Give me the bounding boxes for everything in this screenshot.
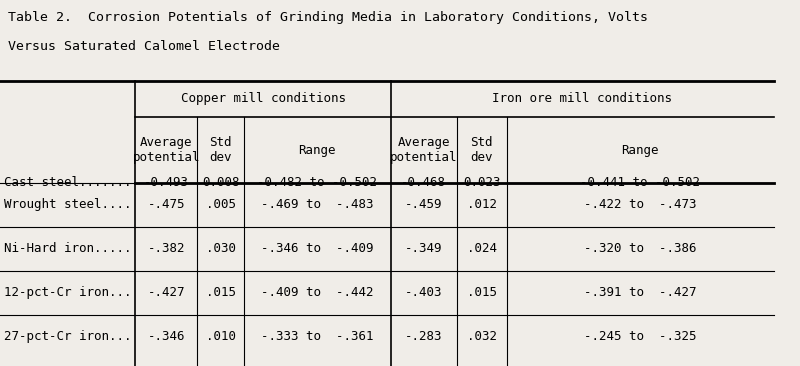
Text: Ni-Hard iron.....: Ni-Hard iron.....: [4, 242, 131, 255]
Text: -.349: -.349: [405, 242, 442, 255]
Text: -.346 to  -.409: -.346 to -.409: [261, 242, 374, 255]
Text: -.346: -.346: [148, 330, 185, 343]
Text: -0.493: -0.493: [144, 176, 189, 190]
Text: -.245 to  -.325: -.245 to -.325: [584, 330, 697, 343]
Text: .010: .010: [206, 330, 235, 343]
Text: -.475: -.475: [148, 198, 185, 212]
Text: -0.468: -0.468: [401, 176, 446, 190]
Text: 0.008: 0.008: [202, 176, 239, 190]
Text: 0.023: 0.023: [463, 176, 501, 190]
Text: -.333 to  -.361: -.333 to -.361: [261, 330, 374, 343]
Text: Range: Range: [622, 143, 659, 157]
Text: Iron ore mill conditions: Iron ore mill conditions: [492, 92, 672, 105]
Text: .032: .032: [466, 330, 497, 343]
Text: .024: .024: [466, 242, 497, 255]
Text: Copper mill conditions: Copper mill conditions: [181, 92, 346, 105]
Text: 12-pct-Cr iron...: 12-pct-Cr iron...: [4, 286, 131, 299]
Text: 27-pct-Cr iron...: 27-pct-Cr iron...: [4, 330, 131, 343]
Text: -.403: -.403: [405, 286, 442, 299]
Text: -.382: -.382: [148, 242, 185, 255]
Text: Std
dev: Std dev: [210, 136, 232, 164]
Text: .012: .012: [466, 198, 497, 212]
Text: -.427: -.427: [148, 286, 185, 299]
Text: .015: .015: [206, 286, 235, 299]
Text: -0.482 to -0.502: -0.482 to -0.502: [258, 176, 378, 190]
Text: Average
potential: Average potential: [390, 136, 458, 164]
Text: -.391 to  -.427: -.391 to -.427: [584, 286, 697, 299]
Text: Std
dev: Std dev: [470, 136, 493, 164]
Text: .005: .005: [206, 198, 235, 212]
Text: Table 2.  Corrosion Potentials of Grinding Media in Laboratory Conditions, Volts: Table 2. Corrosion Potentials of Grindin…: [8, 11, 648, 24]
Text: -.469 to  -.483: -.469 to -.483: [261, 198, 374, 212]
Text: -0.441 to -0.502: -0.441 to -0.502: [580, 176, 700, 190]
Text: -.283: -.283: [405, 330, 442, 343]
Text: .015: .015: [466, 286, 497, 299]
Text: Range: Range: [298, 143, 336, 157]
Text: -.409 to  -.442: -.409 to -.442: [261, 286, 374, 299]
Text: Average
potential: Average potential: [133, 136, 200, 164]
Text: Wrought steel....: Wrought steel....: [4, 198, 131, 212]
Text: -.422 to  -.473: -.422 to -.473: [584, 198, 697, 212]
Text: Versus Saturated Calomel Electrode: Versus Saturated Calomel Electrode: [8, 40, 280, 53]
Text: -.320 to  -.386: -.320 to -.386: [584, 242, 697, 255]
Text: Cast steel.......: Cast steel.......: [4, 176, 131, 190]
Text: -.459: -.459: [405, 198, 442, 212]
Text: .030: .030: [206, 242, 235, 255]
